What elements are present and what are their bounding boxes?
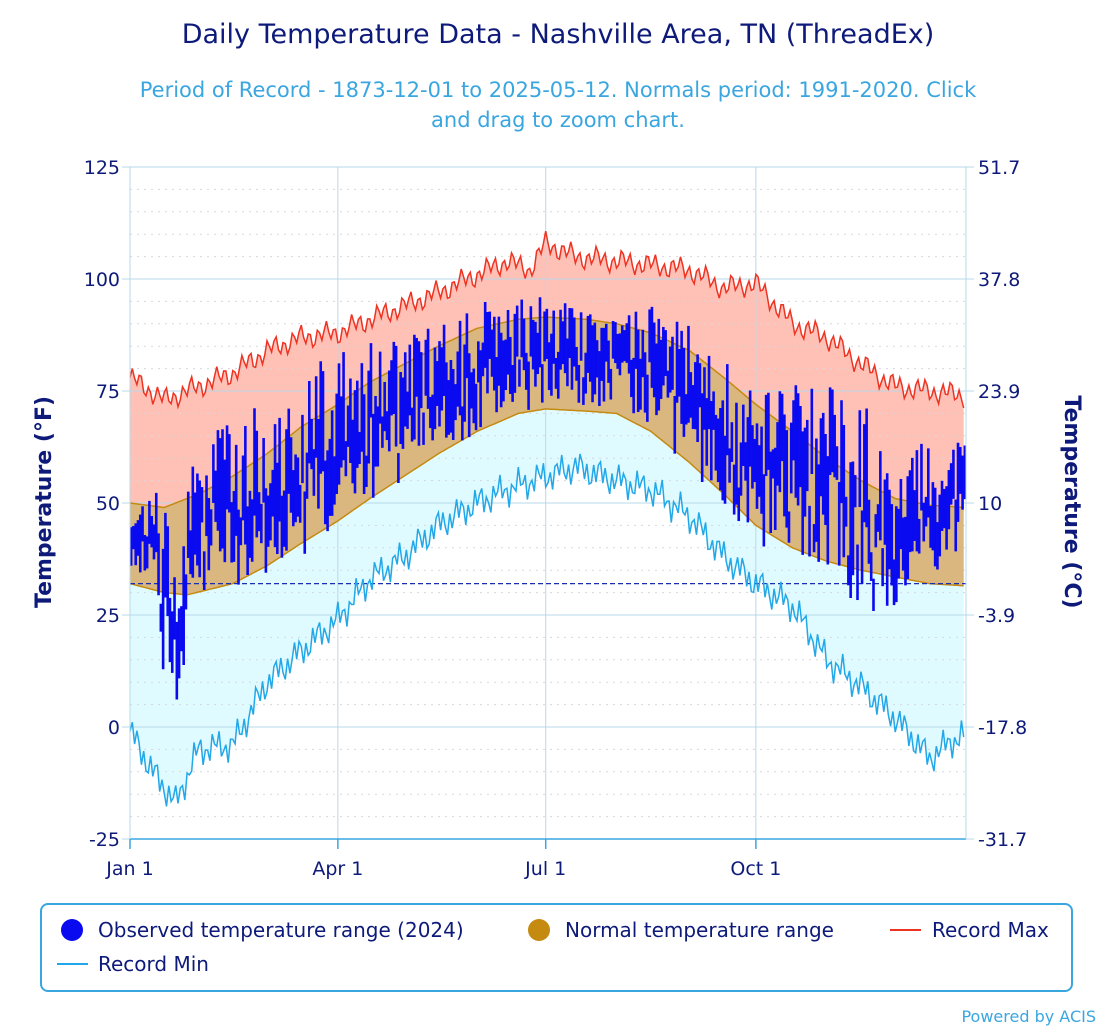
record-max-line[interactable] xyxy=(129,231,965,410)
observed-series[interactable] xyxy=(129,297,967,700)
x-axis-ticks: Jan 1 Apr 1 Jul 1 Oct 1 xyxy=(105,839,781,880)
legend-box xyxy=(40,903,1073,992)
y-left-tick-label: 125 xyxy=(84,157,120,179)
legend-item-normal[interactable]: Normal temperature range xyxy=(528,918,834,942)
record-max-area xyxy=(130,231,964,508)
x-tick-label: Apr 1 xyxy=(312,858,363,880)
legend-normal-label: Normal temperature range xyxy=(565,918,834,942)
y-right-tick-label: 23.9 xyxy=(978,381,1020,403)
y-left-tick-label: 25 xyxy=(96,605,120,627)
y-left-tick-label: -25 xyxy=(89,829,120,851)
legend-normal-marker xyxy=(528,919,550,941)
legend-observed-label: Observed temperature range (2024) xyxy=(98,918,464,942)
y-right-tick-label: -17.8 xyxy=(978,717,1027,739)
chart-title: Daily Temperature Data - Nashville Area,… xyxy=(182,19,935,50)
legend-item-observed[interactable]: Observed temperature range (2024) xyxy=(61,918,464,942)
legend[interactable]: Observed temperature range (2024) Normal… xyxy=(40,903,1073,992)
y-left-tick-label: 100 xyxy=(84,269,120,291)
legend-observed-marker xyxy=(61,919,83,941)
legend-item-record-min[interactable]: Record Min xyxy=(57,952,209,976)
y-axis-left-ticks: 125 100 75 50 25 0 -25 xyxy=(84,157,130,851)
y-left-tick-label: 75 xyxy=(96,381,120,403)
plot-area[interactable] xyxy=(129,166,967,840)
normal-low-edge xyxy=(129,408,964,596)
y-right-tick-label: 10 xyxy=(978,493,1002,515)
record-min-line[interactable] xyxy=(129,453,965,807)
credits-text[interactable]: Powered by ACIS xyxy=(961,1007,1096,1026)
record-min-area xyxy=(130,408,964,807)
y-right-tick-label: 37.8 xyxy=(978,269,1020,291)
x-tick-label: Oct 1 xyxy=(730,858,781,880)
legend-item-record-max[interactable]: Record Max xyxy=(890,918,1049,942)
chart-subtitle-line-2: and drag to zoom chart. xyxy=(431,108,685,132)
y-axis-right-title: Temperature (°C) xyxy=(1059,395,1084,608)
y-right-tick-label: 51.7 xyxy=(978,157,1020,179)
chart-subtitle-line-1: Period of Record - 1873-12-01 to 2025-05… xyxy=(140,78,977,102)
legend-record-max-label: Record Max xyxy=(932,918,1049,942)
x-tick-label: Jan 1 xyxy=(105,858,153,880)
y-axis-left-title: Temperature (°F) xyxy=(32,396,57,608)
y-axis-right-ticks: 51.7 37.8 23.9 10 -3.9 -17.8 -31.7 xyxy=(966,157,1027,851)
y-left-tick-label: 50 xyxy=(96,493,120,515)
legend-record-min-label: Record Min xyxy=(98,952,209,976)
y-right-tick-label: -31.7 xyxy=(978,829,1027,851)
y-right-tick-label: -3.9 xyxy=(978,605,1015,627)
x-tick-label: Jul 1 xyxy=(524,858,566,880)
y-left-tick-label: 0 xyxy=(108,717,120,739)
